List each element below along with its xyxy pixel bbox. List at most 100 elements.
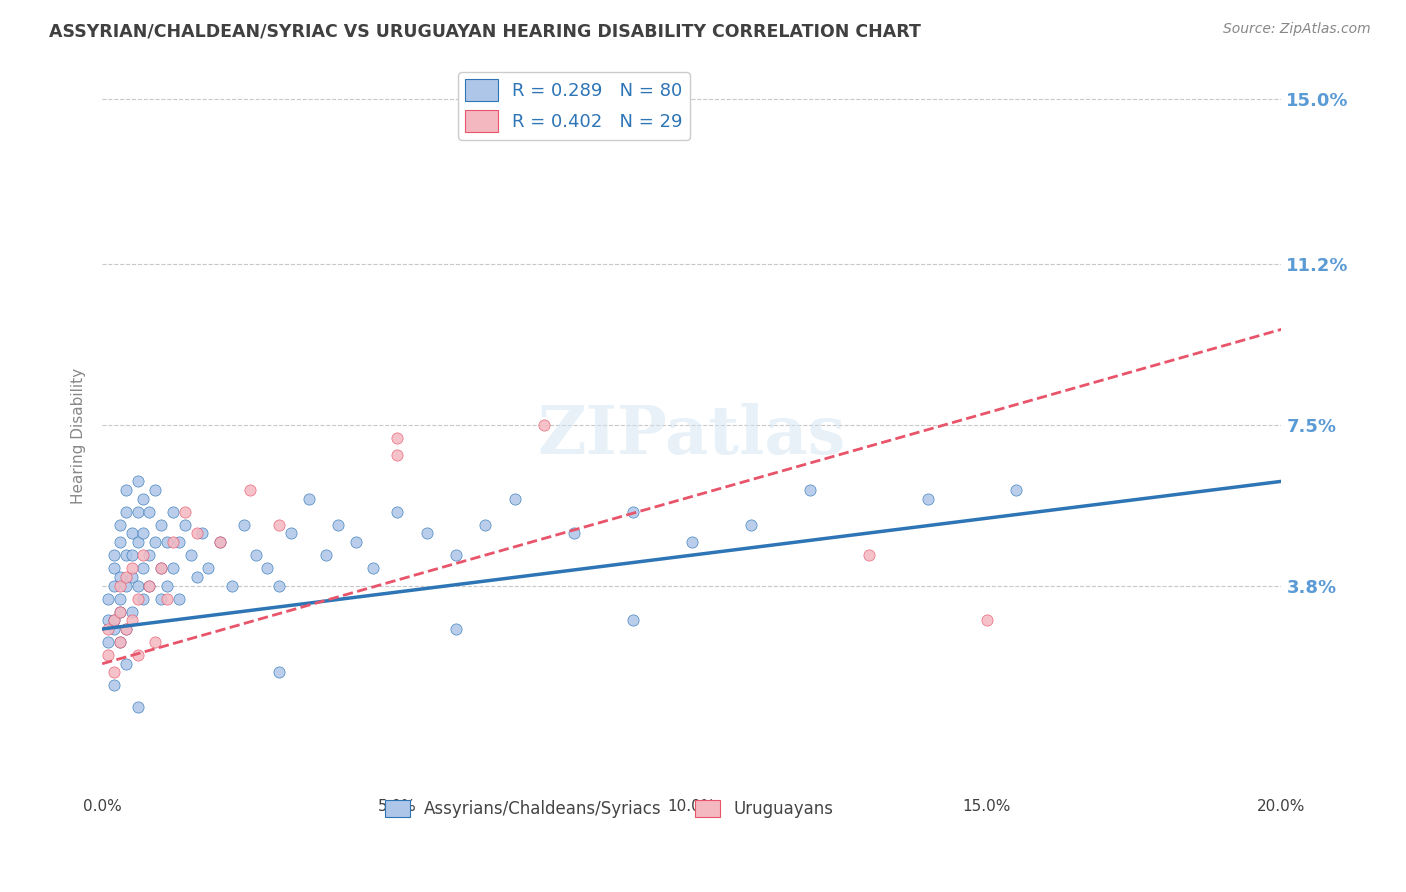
Point <box>162 505 184 519</box>
Point <box>132 491 155 506</box>
Point <box>562 526 585 541</box>
Legend: Assyrians/Chaldeans/Syriacs, Uruguayans: Assyrians/Chaldeans/Syriacs, Uruguayans <box>378 794 839 825</box>
Point <box>191 526 214 541</box>
Point <box>103 665 125 680</box>
Point <box>114 548 136 562</box>
Point <box>108 535 131 549</box>
Point <box>97 591 120 606</box>
Point <box>108 578 131 592</box>
Point <box>127 591 149 606</box>
Point <box>344 535 367 549</box>
Point <box>269 665 291 680</box>
Point <box>444 622 467 636</box>
Point <box>127 535 149 549</box>
Point <box>385 431 408 445</box>
Point <box>162 535 184 549</box>
Point <box>533 417 555 432</box>
Point <box>143 483 166 497</box>
Point <box>132 591 155 606</box>
Point <box>621 505 644 519</box>
Point <box>138 505 160 519</box>
Point <box>132 526 155 541</box>
Point <box>103 613 125 627</box>
Point <box>363 561 385 575</box>
Point <box>297 491 319 506</box>
Point <box>103 622 125 636</box>
Point <box>108 517 131 532</box>
Point <box>150 561 173 575</box>
Y-axis label: Hearing Disability: Hearing Disability <box>72 368 86 504</box>
Point <box>415 526 437 541</box>
Point <box>121 548 143 562</box>
Point <box>121 613 143 627</box>
Point <box>681 535 703 549</box>
Point <box>167 591 190 606</box>
Point <box>156 578 179 592</box>
Point <box>97 635 120 649</box>
Point <box>114 570 136 584</box>
Point <box>138 578 160 592</box>
Point <box>221 578 243 592</box>
Point <box>269 578 291 592</box>
Point <box>280 526 302 541</box>
Point <box>209 535 232 549</box>
Point <box>114 622 136 636</box>
Point <box>156 591 179 606</box>
Point <box>103 548 125 562</box>
Point <box>121 570 143 584</box>
Point <box>127 505 149 519</box>
Point <box>103 678 125 692</box>
Point <box>156 535 179 549</box>
Point <box>114 657 136 671</box>
Point <box>114 622 136 636</box>
Text: Source: ZipAtlas.com: Source: ZipAtlas.com <box>1223 22 1371 37</box>
Point <box>138 548 160 562</box>
Point <box>121 526 143 541</box>
Point <box>173 505 195 519</box>
Point <box>245 548 267 562</box>
Point <box>108 605 131 619</box>
Point <box>127 700 149 714</box>
Point <box>269 517 291 532</box>
Point <box>97 613 120 627</box>
Text: ASSYRIAN/CHALDEAN/SYRIAC VS URUGUAYAN HEARING DISABILITY CORRELATION CHART: ASSYRIAN/CHALDEAN/SYRIAC VS URUGUAYAN HE… <box>49 22 921 40</box>
Point <box>114 483 136 497</box>
Point <box>108 605 131 619</box>
Point <box>97 622 120 636</box>
Point <box>209 535 232 549</box>
Point <box>197 561 219 575</box>
Point <box>180 548 202 562</box>
Point <box>108 570 131 584</box>
Text: ZIPatlas: ZIPatlas <box>537 403 846 468</box>
Point <box>385 448 408 462</box>
Point <box>121 605 143 619</box>
Point <box>167 535 190 549</box>
Point <box>1005 483 1028 497</box>
Point <box>503 491 526 506</box>
Point <box>162 561 184 575</box>
Point <box>132 561 155 575</box>
Point <box>917 491 939 506</box>
Point <box>114 505 136 519</box>
Point <box>799 483 821 497</box>
Point <box>143 535 166 549</box>
Point <box>474 517 496 532</box>
Point <box>740 517 762 532</box>
Point <box>186 526 208 541</box>
Point <box>108 635 131 649</box>
Point <box>138 578 160 592</box>
Point <box>103 561 125 575</box>
Point <box>127 578 149 592</box>
Point <box>315 548 337 562</box>
Point <box>239 483 262 497</box>
Point <box>121 561 143 575</box>
Point <box>326 517 349 532</box>
Point <box>173 517 195 532</box>
Point <box>150 517 173 532</box>
Point <box>97 648 120 662</box>
Point <box>127 648 149 662</box>
Point <box>150 591 173 606</box>
Point <box>444 548 467 562</box>
Point <box>858 548 880 562</box>
Point <box>621 613 644 627</box>
